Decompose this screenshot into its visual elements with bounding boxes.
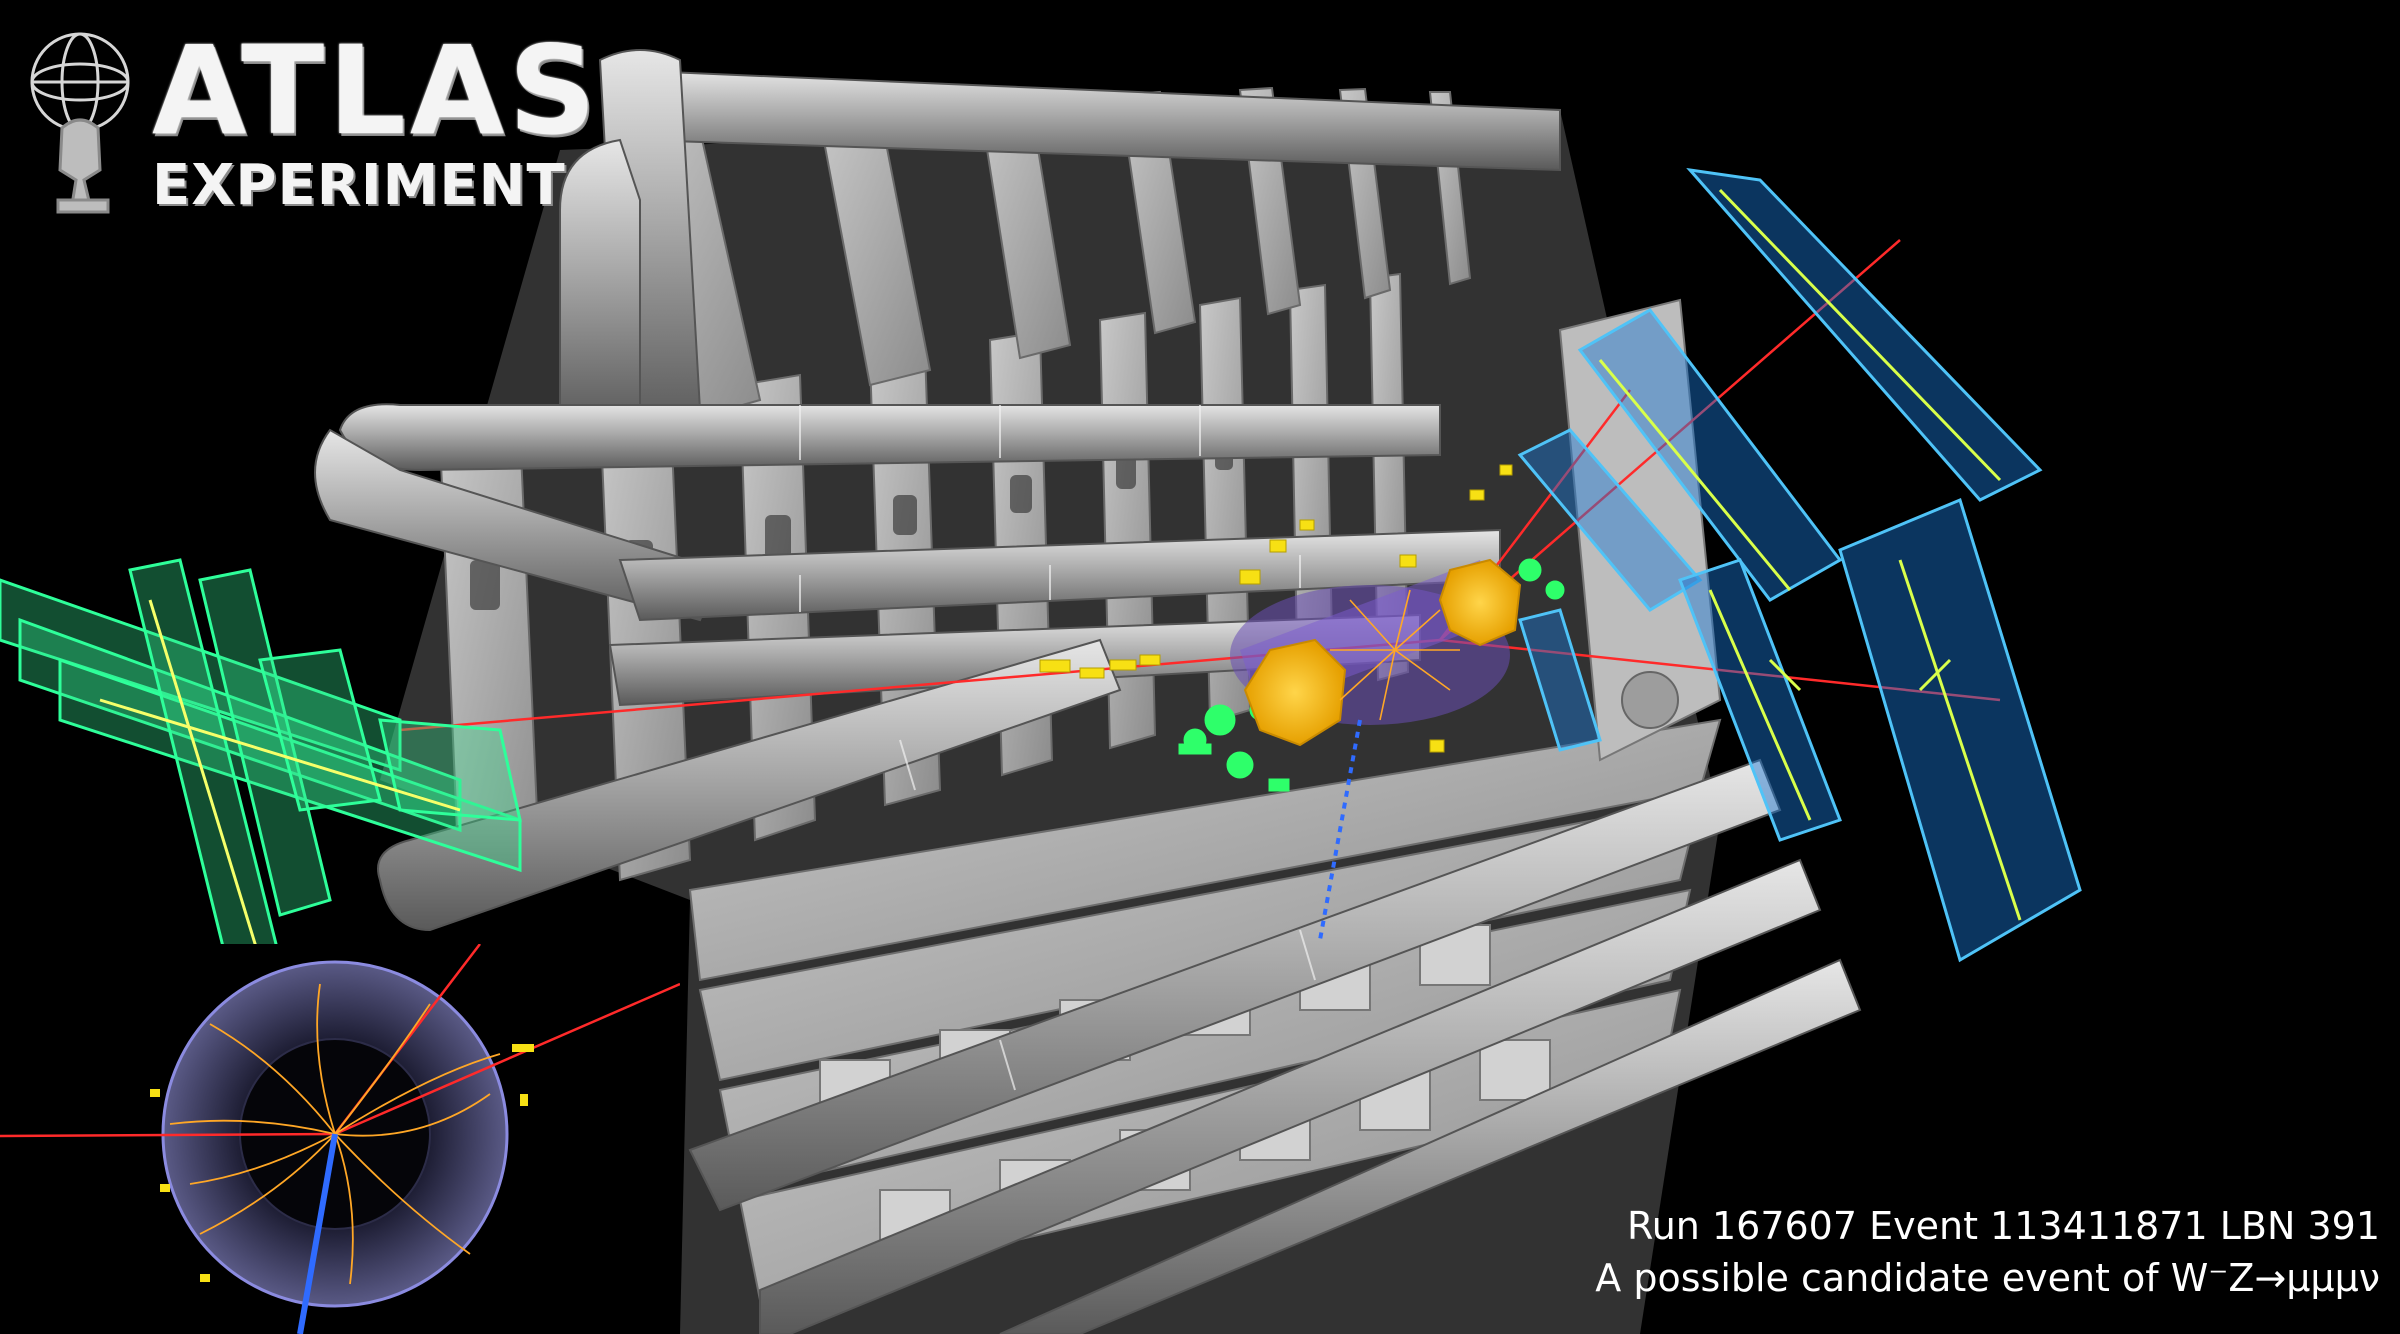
logo-subtitle: EXPERIMENT [152,153,566,218]
detector-structure [314,49,1862,1334]
muon-chambers-left [0,558,522,977]
inset-end-view [0,944,680,1334]
event-caption: Run 167607 Event 113411871 LBN 391 A pos… [1595,1200,2380,1304]
atlas-figure-globe-icon [30,32,130,214]
caption-description: A possible candidate event of W⁻Z→μμμν [1595,1256,2380,1300]
central-event [1039,464,1565,941]
muon-chambers-right [1517,167,2082,963]
logo-title: ATLAS [152,20,601,162]
caption-run-info: Run 167607 Event 113411871 LBN 391 [1627,1204,2380,1248]
